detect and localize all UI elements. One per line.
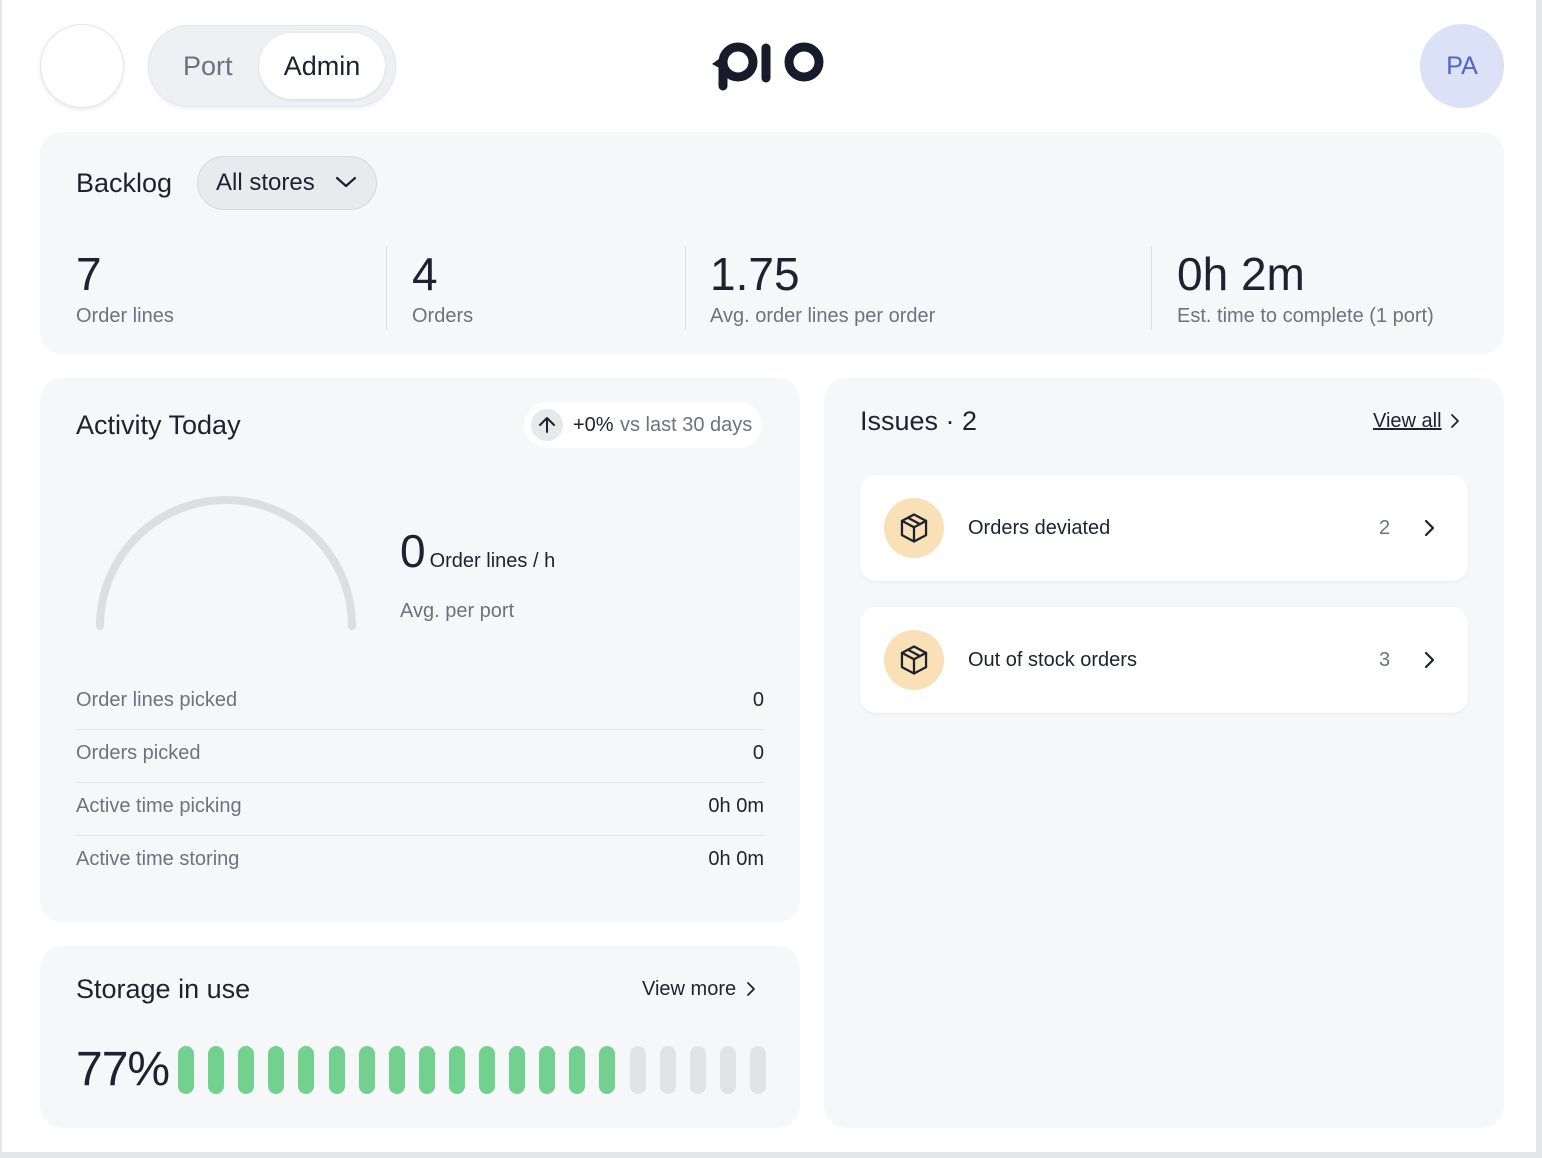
storage-segment-empty	[749, 1046, 766, 1094]
view-more-link[interactable]: View more	[642, 978, 737, 1000]
storage-segment-filled	[418, 1046, 435, 1094]
trend-comparison: vs last 30 days	[620, 414, 753, 436]
metric-divider	[386, 246, 387, 330]
rate-value: 0	[400, 525, 426, 577]
storage-segment-filled	[388, 1046, 405, 1094]
issues-title: Issues · 2	[860, 406, 978, 436]
storage-percent: 77%	[76, 1043, 170, 1096]
metric-est-time: 0h 2m Est. time to complete (1 port)	[1177, 246, 1434, 332]
activity-gauge	[96, 496, 356, 630]
storage-segment-empty	[689, 1046, 706, 1094]
issue-item-orders-deviated[interactable]: Orders deviated 2	[860, 475, 1468, 581]
chevron-down-icon	[335, 176, 357, 188]
storage-segment-filled	[448, 1046, 465, 1094]
storage-segment-filled	[298, 1046, 315, 1094]
trend-change: +0%	[573, 414, 614, 436]
storage-segment-filled	[208, 1046, 225, 1094]
stat-row: Orders picked 0	[76, 731, 764, 783]
storage-segment-filled	[479, 1046, 495, 1094]
storage-segment-empty	[659, 1046, 676, 1094]
pio-logo	[712, 42, 824, 91]
stat-label: Order lines picked	[76, 689, 238, 711]
issue-count: 2	[1379, 517, 1391, 539]
stat-value: 0	[752, 689, 764, 711]
storage-segment-filled	[178, 1046, 194, 1094]
storage-segment-filled	[509, 1046, 526, 1094]
activity-title: Activity Today	[76, 410, 241, 440]
stat-value: 0h 0m	[708, 848, 764, 870]
mode-option-admin[interactable]: Admin	[259, 33, 385, 99]
metric-value: 7	[76, 248, 102, 300]
package-icon	[884, 498, 944, 558]
metric-avg-lines: 1.75 Avg. order lines per order	[710, 246, 935, 332]
metric-orders: 4 Orders	[412, 246, 473, 332]
backlog-title: Backlog	[76, 168, 173, 198]
activity-card: Activity Today +0% vs last 30 days 0 Orde…	[40, 378, 800, 922]
storage-segment-filled	[268, 1046, 285, 1094]
chevron-right-icon[interactable]	[1450, 413, 1460, 429]
metric-value: 4	[412, 248, 438, 300]
issue-label: Orders deviated	[968, 517, 1111, 539]
metric-label: Est. time to complete (1 port)	[1177, 305, 1434, 327]
storage-usage-bars	[178, 1046, 768, 1096]
store-filter-value: All stores	[216, 169, 315, 196]
rate-readout: 0 Order lines / h	[400, 526, 555, 576]
metric-value: 0h 2m	[1177, 248, 1305, 300]
issue-count: 3	[1379, 649, 1391, 671]
stat-value: 0h 0m	[708, 795, 764, 817]
chevron-right-icon	[1424, 651, 1435, 669]
package-icon	[884, 630, 944, 690]
chevron-right-icon[interactable]	[746, 981, 756, 997]
metric-order-lines: 7 Order lines	[76, 246, 174, 332]
rate-sublabel: Avg. per port	[400, 600, 515, 622]
arrow-up-icon	[531, 409, 563, 441]
issues-card: Issues · 2 View all Orders deviated 2	[824, 378, 1504, 1128]
issue-item-out-of-stock[interactable]: Out of stock orders 3	[860, 607, 1468, 713]
storage-segment-filled	[539, 1046, 556, 1094]
mode-toggle: Port Admin	[148, 25, 396, 107]
store-filter-dropdown[interactable]: All stores	[197, 156, 377, 210]
storage-segment-empty	[629, 1046, 646, 1094]
mode-option-port[interactable]: Port	[183, 51, 233, 81]
stat-row: Active time picking 0h 0m	[76, 784, 764, 836]
stat-row: Active time storing 0h 0m	[76, 837, 764, 889]
stat-label: Active time picking	[76, 795, 242, 817]
rate-unit: Order lines / h	[429, 550, 556, 572]
metric-divider	[1151, 246, 1152, 330]
stat-value: 0	[752, 742, 764, 764]
stat-row: Order lines picked 0	[76, 678, 764, 730]
storage-segment-filled	[328, 1046, 345, 1094]
storage-segment-filled	[238, 1046, 255, 1094]
chevron-right-icon	[1424, 519, 1435, 537]
storage-segment-filled	[599, 1046, 616, 1094]
storage-card: Storage in use View more 77%	[40, 946, 800, 1128]
storage-segment-filled	[358, 1046, 375, 1094]
user-avatar[interactable]: PA	[1420, 24, 1504, 108]
view-all-link[interactable]: View all	[1373, 410, 1442, 432]
metric-divider	[685, 246, 686, 330]
storage-segment-filled	[569, 1046, 586, 1094]
backlog-card: Backlog All stores 7 Order lines 4 Order…	[40, 132, 1504, 354]
metric-label: Avg. order lines per order	[710, 305, 936, 327]
storage-segment-empty	[719, 1046, 736, 1094]
trend-badge: +0% vs last 30 days	[524, 402, 762, 448]
storage-title: Storage in use	[76, 974, 251, 1004]
menu-button[interactable]	[40, 24, 235, 178]
metric-label: Orders	[412, 305, 474, 327]
issue-label: Out of stock orders	[968, 649, 1137, 671]
stat-label: Active time storing	[76, 848, 240, 870]
metric-value: 1.75	[710, 248, 800, 300]
metric-label: Order lines	[76, 305, 174, 327]
stat-label: Orders picked	[76, 742, 201, 764]
